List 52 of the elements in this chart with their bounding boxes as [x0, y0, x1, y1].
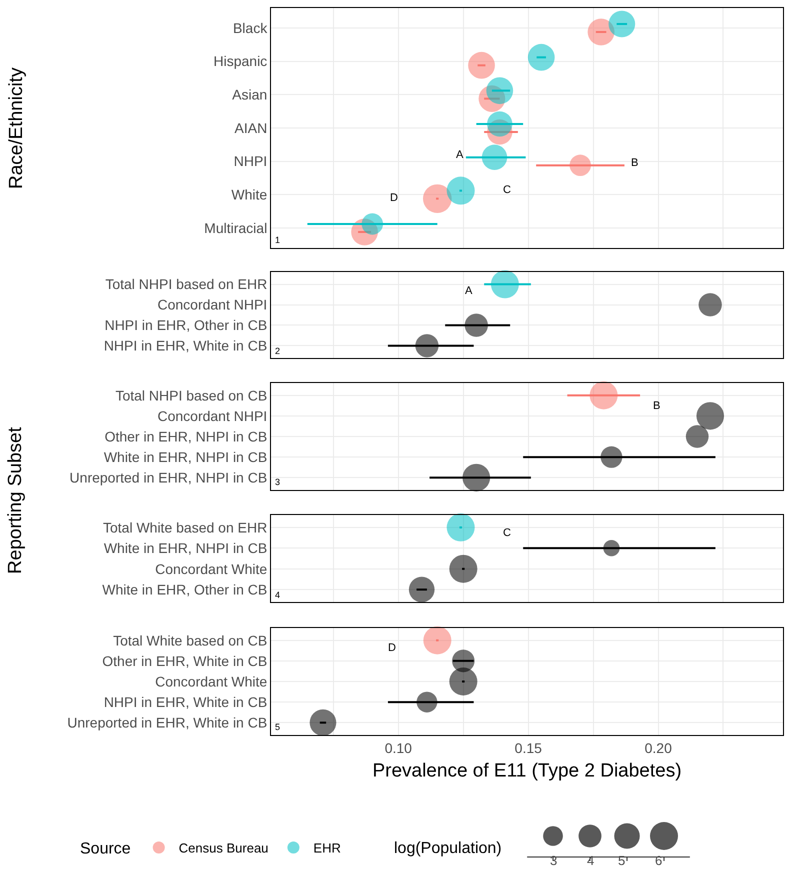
annotation: D	[390, 192, 398, 204]
y-tick-label: Hispanic	[213, 53, 268, 70]
y-tick-label: Unreported in EHR, NHPI in CB	[70, 470, 268, 486]
y-tick-label: White	[231, 186, 268, 203]
text: log(Population)	[394, 840, 502, 857]
y-axis-title: Race/Ethnicity	[6, 67, 27, 189]
y-tick-label: Other in EHR, White in CB	[102, 652, 268, 669]
legend-label: 4	[587, 853, 594, 868]
y-tick-label: Concordant White	[155, 673, 268, 690]
annotation: D	[388, 642, 396, 654]
y-tick-label: Total NHPI based on EHR	[105, 276, 268, 292]
annotation: B	[631, 157, 638, 169]
y-tick-label: Other in EHR, NHPI in CB	[104, 428, 268, 444]
y-axis-title: Reporting Subset	[5, 426, 26, 574]
y-tick-label: NHPI	[234, 153, 268, 170]
y-tick-label: NHPI in EHR, Other in CB	[104, 317, 268, 334]
annotation: C	[503, 184, 511, 196]
y-tick-label: Asian	[232, 86, 268, 103]
annotation: 1	[275, 235, 280, 245]
annotation: 3	[275, 477, 280, 487]
legend-label: 6	[655, 853, 662, 868]
legend-label: Census Bureau	[178, 840, 268, 856]
y-tick-label: NHPI in EHR, White in CB	[104, 694, 268, 710]
annotation: B	[653, 400, 660, 412]
y-tick-label: Total NHPI based on CB	[115, 387, 268, 404]
x-tick-label: 0.15	[514, 740, 542, 756]
y-tick-label: AIAN	[234, 120, 268, 136]
annotation: A	[456, 149, 464, 161]
y-tick-label: White in EHR, Other in CB	[102, 581, 268, 598]
y-tick-label: Black	[232, 20, 268, 36]
annotation: C	[503, 527, 511, 539]
x-axis-title: Prevalence of E11 (Type 2 Diabetes)	[372, 760, 682, 782]
y-tick-label: Concordant White	[155, 560, 268, 577]
y-tick-label: NHPI in EHR, White in CB	[104, 338, 268, 354]
annotation: 2	[275, 346, 280, 356]
y-tick-label: Concordant NHPI	[157, 296, 268, 313]
x-tick-label: 0.10	[384, 740, 412, 756]
y-tick-label: Total White based on EHR	[102, 519, 268, 536]
y-tick-label: White in EHR, NHPI in CB	[104, 540, 268, 556]
x-tick-label: 0.20	[644, 740, 672, 756]
y-tick-label: White in EHR, NHPI in CB	[104, 448, 268, 465]
annotation: 4	[275, 590, 280, 600]
y-tick-label: Unreported in EHR, White in CB	[67, 714, 268, 731]
legend-title: Source	[80, 840, 131, 858]
legend-label: 3	[550, 853, 558, 868]
y-tick-label: Multiracial	[204, 220, 268, 236]
annotation: A	[465, 285, 473, 297]
y-tick-label: Total White based on CB	[113, 632, 268, 648]
annotation: 5	[275, 722, 280, 732]
legend-label: EHR	[313, 840, 341, 856]
legend-label: 5	[618, 853, 626, 868]
y-tick-label: Concordant NHPI	[157, 408, 268, 424]
